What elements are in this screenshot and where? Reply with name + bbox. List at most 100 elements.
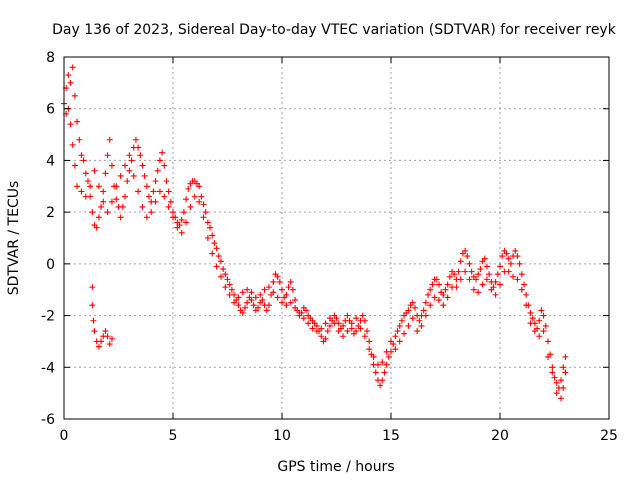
data-point xyxy=(87,183,94,190)
data-point xyxy=(198,193,205,200)
data-point xyxy=(292,304,299,311)
data-point xyxy=(344,312,351,319)
data-point xyxy=(361,317,368,324)
data-point xyxy=(178,216,185,223)
data-point xyxy=(204,235,211,241)
data-point xyxy=(536,317,543,324)
data-point xyxy=(398,317,405,324)
data-point xyxy=(165,188,172,195)
data-point xyxy=(318,333,325,340)
data-point xyxy=(392,346,399,353)
data-point xyxy=(497,263,503,270)
data-point xyxy=(409,299,416,306)
data-point xyxy=(270,278,277,285)
data-point xyxy=(292,297,299,304)
data-point xyxy=(248,289,255,296)
data-point xyxy=(562,369,569,376)
data-point xyxy=(497,281,503,288)
data-point xyxy=(322,320,329,327)
data-point xyxy=(379,377,386,384)
data-point xyxy=(283,291,290,298)
data-point xyxy=(200,201,207,208)
data-point xyxy=(156,157,163,164)
data-point xyxy=(209,232,216,239)
data-point xyxy=(143,183,150,190)
data-point xyxy=(185,185,192,192)
data-point xyxy=(558,395,565,402)
y-tick-label: 6 xyxy=(46,102,55,118)
data-point xyxy=(287,278,294,285)
data-point xyxy=(440,291,447,298)
data-point xyxy=(418,322,425,329)
data-point xyxy=(326,322,333,329)
data-point xyxy=(180,209,187,216)
data-point xyxy=(226,291,233,298)
data-point xyxy=(544,338,551,345)
data-point xyxy=(331,320,338,327)
data-point xyxy=(427,302,434,309)
data-point xyxy=(108,335,115,342)
data-point xyxy=(239,289,246,296)
data-point xyxy=(549,364,556,371)
data-point xyxy=(416,317,423,324)
data-point xyxy=(470,286,477,293)
data-point xyxy=(170,209,176,216)
data-point xyxy=(549,369,556,376)
data-point xyxy=(217,273,224,280)
data-point xyxy=(154,167,161,174)
data-point xyxy=(108,162,115,169)
data-point xyxy=(287,299,294,306)
data-point xyxy=(235,302,242,309)
data-point xyxy=(551,374,558,381)
data-point xyxy=(396,322,403,329)
data-point xyxy=(143,214,150,221)
data-point xyxy=(340,333,347,340)
data-point xyxy=(130,172,137,179)
data-point xyxy=(394,328,401,335)
data-point xyxy=(211,240,218,247)
data-point xyxy=(95,214,102,221)
data-point xyxy=(505,255,512,262)
data-point xyxy=(457,276,464,283)
data-point xyxy=(344,328,351,335)
data-point xyxy=(377,382,384,389)
data-point xyxy=(202,209,209,216)
data-point xyxy=(518,286,525,293)
data-point xyxy=(353,328,360,335)
data-point xyxy=(265,284,272,291)
x-tick-label: 20 xyxy=(491,428,509,444)
data-point xyxy=(209,250,216,257)
data-point xyxy=(385,353,392,360)
data-point xyxy=(381,369,388,376)
data-point xyxy=(255,304,262,311)
data-point xyxy=(357,325,364,332)
data-point xyxy=(257,291,264,298)
data-point xyxy=(183,196,190,203)
data-point xyxy=(244,299,251,306)
data-point xyxy=(71,162,78,169)
data-point xyxy=(139,162,146,169)
data-point xyxy=(444,294,451,301)
data-point xyxy=(100,188,107,195)
data-point xyxy=(322,335,329,342)
data-point xyxy=(91,167,98,174)
data-point xyxy=(370,353,377,360)
data-point xyxy=(250,302,257,309)
x-tick-label: 25 xyxy=(600,428,618,444)
data-point xyxy=(383,361,390,368)
data-point xyxy=(95,183,102,190)
data-point xyxy=(451,271,458,278)
data-point xyxy=(67,79,74,86)
data-point xyxy=(435,297,442,304)
data-point xyxy=(514,276,521,283)
data-point xyxy=(89,284,96,291)
y-tick-label: -2 xyxy=(41,309,55,325)
data-point xyxy=(411,304,418,311)
y-tick-label: 8 xyxy=(46,50,55,66)
grid-lines xyxy=(64,57,609,419)
data-point xyxy=(440,302,447,309)
data-point xyxy=(313,328,320,335)
data-point xyxy=(289,286,296,293)
data-point xyxy=(499,253,506,260)
